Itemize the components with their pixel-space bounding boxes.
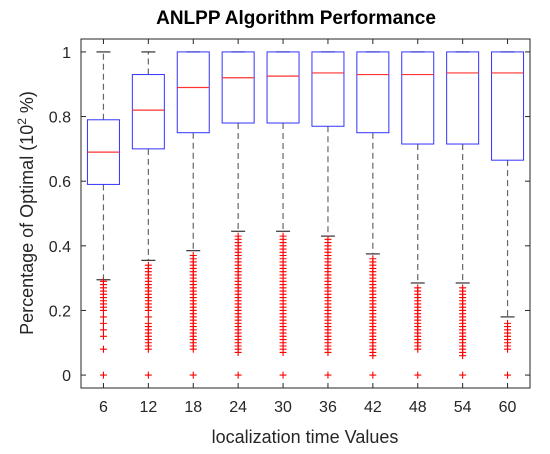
outlier-marker (279, 371, 287, 379)
outlier-marker (324, 371, 332, 379)
box-36 (311, 51, 345, 379)
boxes-group (86, 51, 525, 379)
x-tick-label: 48 (409, 399, 427, 416)
box-48 (401, 51, 435, 379)
outlier-marker (504, 371, 512, 379)
outlier-marker (99, 345, 107, 353)
y-axis-label-main: Percentage of Optimal (10 (17, 125, 37, 335)
outlier-marker (369, 371, 377, 379)
iqr-box (266, 51, 300, 124)
outlier-marker (234, 232, 242, 240)
y-tick-label: 1 (62, 45, 71, 62)
x-tick-label: 30 (274, 399, 292, 416)
outlier-marker (414, 284, 422, 292)
y-tick-label: 0.2 (49, 303, 71, 320)
iqr-box (356, 51, 390, 134)
y-axis: 0 0.2 0.4 0.6 0.8 1 (49, 45, 530, 385)
outlier-marker (99, 371, 107, 379)
outlier-marker (279, 232, 287, 240)
outlier-marker (234, 371, 242, 379)
box-6 (86, 51, 120, 379)
x-axis-label: localization time Values (212, 427, 399, 447)
outlier-marker (414, 371, 422, 379)
outlier-marker (99, 332, 107, 340)
x-tick-label: 6 (99, 399, 108, 416)
outlier-marker (324, 235, 332, 243)
iqr-box (131, 74, 165, 150)
x-axis: 6 12 18 24 30 36 42 48 54 60 (99, 39, 517, 416)
iqr-box (401, 51, 435, 145)
box-42 (356, 51, 390, 379)
iqr-box (491, 51, 525, 161)
outlier-marker (369, 255, 377, 263)
iqr-box (446, 51, 480, 145)
y-axis-label-superscript: 2 (15, 118, 29, 125)
y-axis-label-tail: %) (17, 91, 37, 118)
outlier-marker (144, 313, 152, 321)
plot-frame (80, 38, 531, 389)
y-axis-label: Percentage of Optimal (102 %) (15, 91, 37, 335)
x-tick-label: 42 (364, 399, 382, 416)
x-tick-label: 60 (499, 399, 517, 416)
iqr-box (311, 51, 345, 127)
box-60 (491, 51, 525, 379)
box-18 (176, 51, 210, 379)
box-54 (446, 51, 480, 379)
x-tick-label: 18 (184, 399, 202, 416)
y-tick-label: 0.8 (49, 110, 71, 127)
outlier-marker (99, 326, 107, 334)
iqr-box (176, 51, 210, 134)
iqr-box (221, 51, 255, 124)
box-12 (131, 51, 165, 379)
outlier-marker (144, 319, 152, 327)
outlier-marker (99, 319, 107, 327)
x-tick-label: 12 (139, 399, 157, 416)
outlier-marker (99, 313, 107, 321)
y-tick-label: 0 (62, 368, 71, 385)
outlier-marker (99, 277, 107, 285)
y-tick-label: 0.6 (49, 174, 71, 191)
x-tick-label: 24 (229, 399, 247, 416)
x-tick-label: 36 (319, 399, 337, 416)
outlier-marker (189, 371, 197, 379)
outlier-marker (459, 371, 467, 379)
box-30 (266, 51, 300, 379)
x-tick-label: 54 (454, 399, 472, 416)
y-tick-label: 0.4 (49, 239, 71, 256)
outlier-marker (144, 371, 152, 379)
outlier-marker (144, 261, 152, 269)
chart-title: ANLPP Algorithm Performance (156, 8, 436, 29)
outlier-marker (459, 284, 467, 292)
outlier-marker (504, 319, 512, 327)
box-24 (221, 51, 255, 379)
outlier-marker (189, 252, 197, 260)
